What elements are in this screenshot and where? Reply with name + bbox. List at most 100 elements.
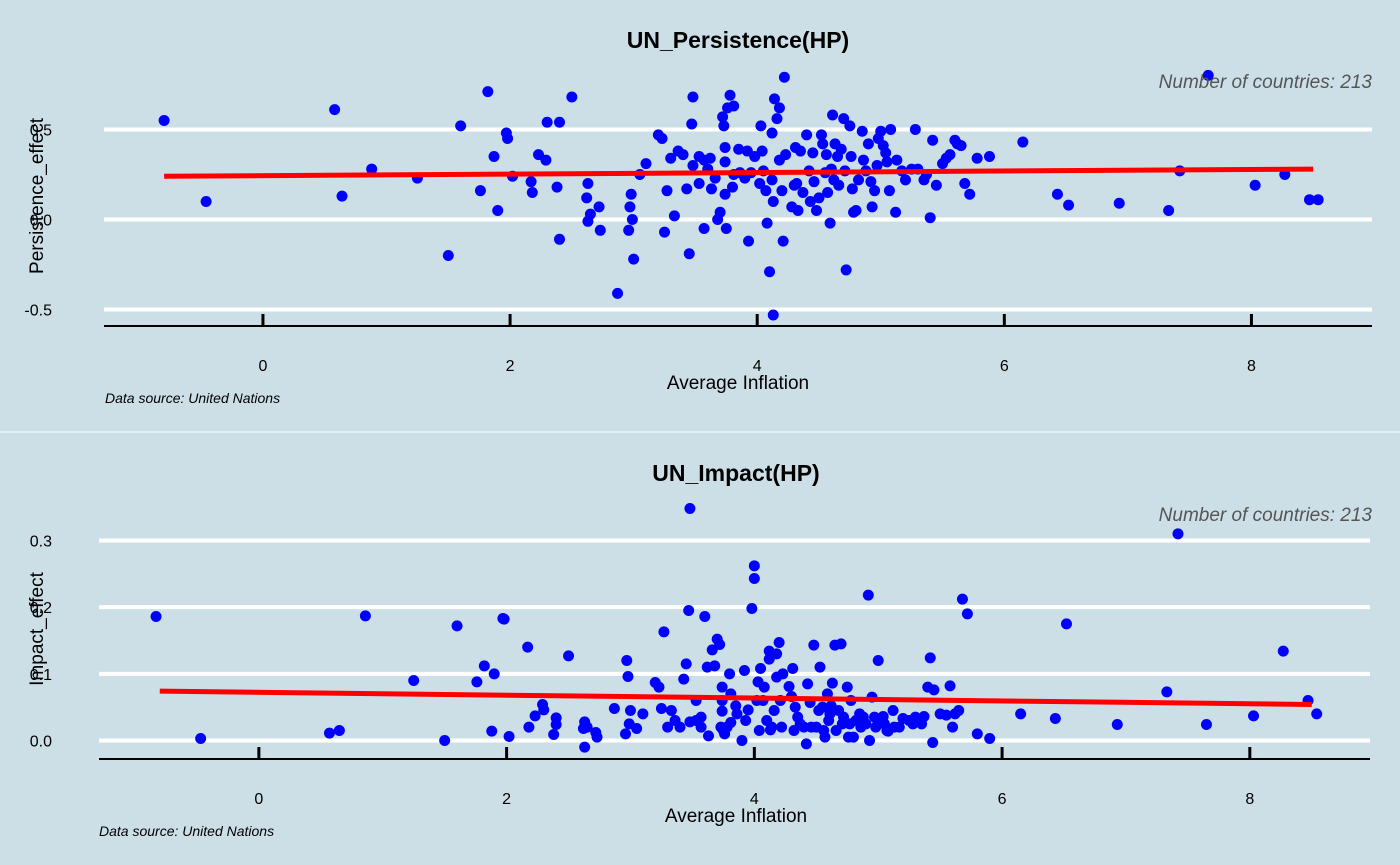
data-point xyxy=(808,639,820,651)
data-point xyxy=(716,681,728,693)
data-point xyxy=(862,589,874,601)
data-point xyxy=(827,109,839,121)
points-layer xyxy=(150,502,1323,753)
data-point xyxy=(608,702,620,714)
data-point xyxy=(1202,69,1214,81)
data-point xyxy=(814,661,826,673)
data-point xyxy=(850,204,862,216)
data-point xyxy=(956,593,968,605)
data-point xyxy=(442,250,454,262)
data-point xyxy=(540,154,552,166)
data-point xyxy=(755,662,767,674)
axis-layer: 0.0 0.1 0.2 0.3 0 2 4 6 8 xyxy=(30,533,1370,808)
data-point xyxy=(1111,718,1123,730)
data-point xyxy=(1172,528,1184,540)
data-point xyxy=(455,120,467,132)
data-point xyxy=(760,185,772,197)
data-point xyxy=(1017,136,1029,148)
data-point xyxy=(683,604,695,616)
data-point xyxy=(1312,194,1324,206)
data-point xyxy=(881,156,893,168)
persistence-chart-panel: -0.5 0.0 0.5 0 2 4 6 8 UN_Persistence(HP) Numbe… xyxy=(0,0,1400,432)
data-point xyxy=(789,701,801,713)
data-point xyxy=(637,708,649,720)
data-point xyxy=(1063,199,1075,211)
data-point xyxy=(686,118,698,130)
data-point xyxy=(439,735,451,746)
data-point xyxy=(927,737,939,749)
data-point xyxy=(719,188,731,200)
data-point xyxy=(753,724,765,736)
data-point xyxy=(563,650,575,662)
data-point xyxy=(756,145,768,157)
data-point xyxy=(1277,645,1289,657)
data-point xyxy=(1015,708,1027,720)
data-point xyxy=(526,186,538,198)
data-point xyxy=(800,738,812,750)
data-point xyxy=(486,725,498,737)
data-point xyxy=(776,721,788,733)
data-point xyxy=(684,502,696,514)
y-axis-label: Impact_effect xyxy=(27,571,48,685)
x-tick-label: 8 xyxy=(1247,358,1256,375)
data-point xyxy=(771,113,783,125)
data-point xyxy=(777,235,789,247)
data-point xyxy=(728,100,740,112)
data-point xyxy=(554,116,566,128)
data-point xyxy=(811,204,823,216)
data-point xyxy=(853,174,865,186)
data-point xyxy=(883,185,895,197)
data-point xyxy=(847,731,859,743)
data-point xyxy=(719,156,731,168)
data-point xyxy=(824,217,836,229)
data-point xyxy=(698,223,710,235)
data-source-caption: Data source: United Nations xyxy=(105,390,280,406)
data-point xyxy=(838,113,850,125)
data-point xyxy=(928,684,940,696)
data-point xyxy=(623,224,635,236)
data-point xyxy=(656,132,668,144)
data-point xyxy=(816,701,828,713)
country-count-note: Number of countries: 213 xyxy=(1159,72,1373,93)
x-axis-label: Average Inflation xyxy=(667,373,809,394)
data-point xyxy=(1248,710,1260,722)
axis-layer: -0.5 0.0 0.5 0 2 4 6 8 xyxy=(24,122,1372,375)
data-point xyxy=(591,731,603,743)
data-point xyxy=(748,560,760,572)
data-point xyxy=(865,176,877,188)
data-point xyxy=(856,125,868,137)
data-point xyxy=(801,129,813,141)
data-point xyxy=(502,132,514,144)
data-point xyxy=(866,201,878,213)
data-point xyxy=(984,732,996,744)
x-tick-label: 4 xyxy=(750,791,759,808)
data-point xyxy=(804,195,816,207)
x-tick-label: 2 xyxy=(502,791,511,808)
data-point xyxy=(924,652,936,664)
data-point xyxy=(833,179,845,191)
data-point xyxy=(742,704,754,716)
data-point xyxy=(875,125,887,137)
data-point xyxy=(924,212,936,224)
data-point xyxy=(794,145,806,157)
data-point xyxy=(909,123,921,135)
data-point xyxy=(329,104,341,116)
data-point xyxy=(718,120,730,132)
data-point xyxy=(594,224,606,236)
data-point xyxy=(822,186,834,198)
data-point xyxy=(548,728,560,740)
country-count-note: Number of countries: 213 xyxy=(1159,505,1373,526)
data-point xyxy=(944,149,956,161)
grid-layer xyxy=(104,127,1372,312)
data-point xyxy=(522,641,534,653)
y-tick-label: -0.5 xyxy=(24,303,52,320)
data-point xyxy=(971,152,983,164)
data-point xyxy=(323,727,335,739)
data-point xyxy=(862,138,874,150)
data-point xyxy=(677,149,689,161)
data-point xyxy=(150,610,162,622)
data-point xyxy=(771,648,783,660)
data-point xyxy=(778,71,790,83)
data-point xyxy=(815,129,827,141)
data-point xyxy=(736,735,748,746)
